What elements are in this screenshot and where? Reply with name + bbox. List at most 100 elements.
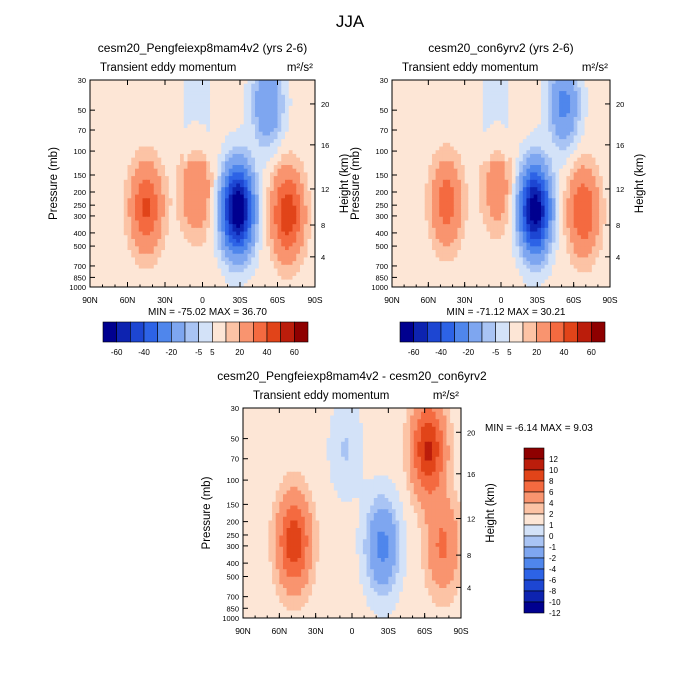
field-cell — [180, 153, 185, 159]
field-cell — [198, 268, 204, 273]
field-cell — [461, 116, 466, 122]
field-cell — [266, 227, 271, 233]
field-cell — [123, 246, 129, 251]
field-cell — [273, 198, 279, 203]
field-cell — [161, 116, 166, 122]
field-cell — [519, 146, 524, 151]
field-cell — [105, 205, 110, 210]
field-cell — [285, 102, 290, 107]
field-cell — [108, 261, 114, 266]
field-cell — [577, 87, 582, 92]
field-cell — [493, 131, 498, 137]
field-cell — [410, 98, 415, 103]
field-cell — [150, 120, 155, 125]
field-cell — [101, 157, 106, 162]
field-cell — [210, 224, 215, 229]
field-cell — [101, 235, 106, 240]
field-cell — [258, 272, 264, 277]
field-cell — [217, 168, 222, 174]
field-cell — [497, 98, 502, 103]
field-cell — [300, 224, 305, 229]
field-cell — [243, 131, 249, 137]
field-cell — [296, 128, 301, 133]
field-cell — [123, 161, 129, 166]
field-cell — [573, 153, 578, 159]
field-cell — [446, 83, 451, 88]
field-cell — [442, 135, 448, 140]
field-cell — [262, 242, 267, 247]
field-cell — [285, 142, 290, 148]
field-cell — [176, 176, 181, 181]
field-cell — [97, 102, 102, 107]
field-cell — [431, 98, 437, 103]
field-cell — [105, 190, 110, 196]
field-cell — [210, 109, 215, 114]
field-cell — [417, 139, 422, 144]
field-cell — [262, 157, 267, 162]
field-cell — [251, 109, 256, 114]
field-cell — [501, 120, 506, 125]
field-cell — [105, 105, 110, 111]
field-cell — [150, 205, 155, 210]
field-cell — [511, 157, 517, 162]
field-cell — [584, 91, 589, 96]
field-cell — [206, 205, 211, 210]
field-cell — [486, 150, 491, 155]
field-cell — [217, 113, 222, 118]
field-cell — [202, 139, 207, 144]
field-cell — [537, 124, 542, 129]
field-cell — [236, 172, 241, 177]
field-cell — [311, 231, 315, 236]
field-cell — [602, 161, 607, 166]
field-cell — [187, 194, 192, 199]
field-cell — [191, 268, 196, 273]
field-cell — [307, 238, 312, 244]
field-cell — [172, 187, 177, 192]
field-cell — [90, 105, 95, 111]
field-cell — [285, 235, 290, 240]
field-cell — [172, 213, 177, 218]
field-cell — [599, 153, 604, 159]
field-cell — [431, 91, 437, 96]
field-cell — [131, 87, 136, 92]
field-cell — [307, 253, 312, 259]
field-cell — [457, 157, 462, 162]
field-cell — [247, 231, 252, 236]
field-cell — [206, 213, 211, 218]
field-cell — [533, 142, 538, 148]
field-cell — [255, 165, 260, 170]
field-cell — [402, 83, 408, 88]
field-cell — [210, 279, 215, 284]
field-cell — [584, 142, 589, 148]
field-cell — [97, 157, 102, 162]
field-cell — [493, 116, 498, 122]
field-cell — [135, 128, 140, 133]
field-cell — [165, 216, 170, 222]
field-cell — [165, 109, 170, 114]
field-cell — [544, 105, 549, 111]
field-cell — [240, 246, 245, 251]
field-cell — [142, 91, 147, 96]
field-cell — [221, 224, 226, 229]
field-cell — [217, 227, 222, 233]
field-cell — [515, 128, 520, 133]
field-cell — [479, 153, 484, 159]
field-cell — [468, 105, 473, 111]
field-cell — [150, 157, 155, 162]
field-cell — [221, 246, 226, 251]
field-cell — [577, 98, 582, 103]
field-cell — [258, 257, 264, 262]
field-cell — [468, 94, 473, 100]
field-cell — [428, 94, 433, 100]
field-cell — [258, 135, 264, 140]
field-cell — [150, 146, 155, 151]
field-cell — [424, 109, 429, 114]
field-cell — [292, 253, 297, 259]
field-cell — [191, 279, 196, 284]
field-cell — [243, 205, 249, 210]
field-cell — [402, 135, 408, 140]
field-cell — [281, 142, 286, 148]
field-cell — [300, 253, 305, 259]
field-cell — [311, 165, 315, 170]
colorbar: -60 -40 -20 -5 5 20 40 60 — [102, 321, 309, 357]
